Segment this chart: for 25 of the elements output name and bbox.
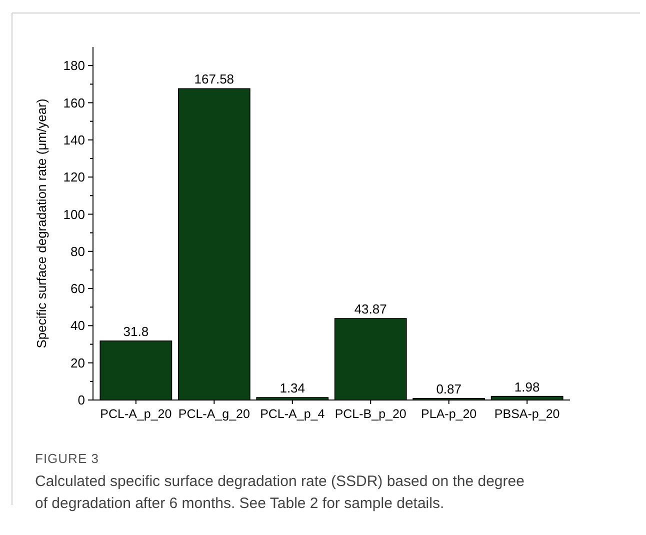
y-axis-title: Specific surface degradation rate (μm/year) xyxy=(34,98,49,348)
y-tick-label: 100 xyxy=(63,206,85,222)
y-tick-label: 160 xyxy=(63,95,85,110)
y-tick-label: 20 xyxy=(70,355,85,370)
x-tick-label: PCL-A_p_4 xyxy=(260,407,325,421)
y-tick-label: 0 xyxy=(78,392,85,408)
y-tick-label: 180 xyxy=(63,58,85,74)
data-label: 167.58 xyxy=(194,72,234,87)
x-tick-label: PBSA-p_20 xyxy=(494,407,560,421)
y-tick-label: 140 xyxy=(63,132,85,148)
data-label: 0.87 xyxy=(436,381,462,396)
y-tick-label: 120 xyxy=(63,170,85,185)
data-label: 43.87 xyxy=(354,301,387,316)
text: Calculated specific surface degradation rate (SSDR) based on the degree of degradation after 6 months. See Table 2 for sample details. xyxy=(35,473,524,512)
x-tick-label: PCL-A_g_20 xyxy=(178,407,250,421)
data-label: 1.34 xyxy=(280,380,306,396)
y-tick-label: 40 xyxy=(70,318,85,334)
data-label: 1.98 xyxy=(514,379,540,394)
data-label: 31.8 xyxy=(123,324,149,339)
y-tick-label: 60 xyxy=(70,281,85,296)
x-tick-label: PLA-p_20 xyxy=(421,407,477,421)
caption: FIGURE 3 xyxy=(35,451,99,466)
x-tick-label: PCL-A_p_20 xyxy=(100,407,172,421)
y-tick-label: 80 xyxy=(70,244,85,259)
x-tick-label: PCL-B_p_20 xyxy=(334,407,406,421)
